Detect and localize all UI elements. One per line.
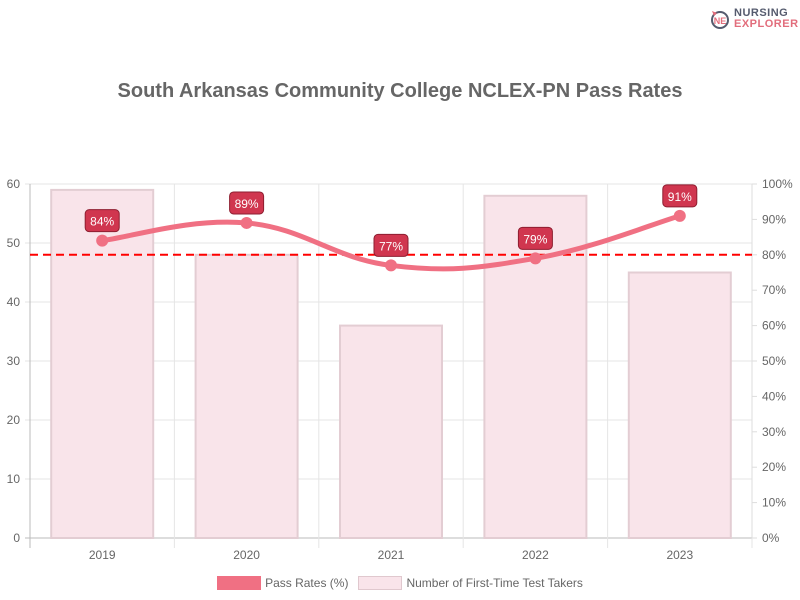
x-tick-label: 2022: [522, 548, 549, 562]
right-tick-label: 50%: [762, 354, 786, 368]
right-tick-label: 70%: [762, 283, 786, 297]
data-label: 89%: [235, 197, 259, 211]
right-tick-label: 100%: [762, 177, 793, 191]
left-tick-label: 50: [7, 236, 21, 250]
data-label: 77%: [379, 239, 403, 253]
bar: [50, 188, 155, 539]
logo-line2: EXPLORER: [734, 18, 799, 30]
nursing-explorer-logo: NE NURSING EXPLORER: [710, 8, 799, 30]
svg-text:NE: NE: [714, 16, 727, 26]
pass-rate-point: [673, 209, 686, 222]
data-label-box: [84, 209, 120, 233]
pass-rate-point: [385, 259, 397, 272]
right-tick-label: 30%: [762, 425, 786, 439]
right-tick-label: 10%: [762, 496, 786, 510]
logo-icon: NE: [711, 11, 729, 29]
data-label: 91%: [668, 190, 692, 204]
x-tick-label: 2019: [89, 548, 116, 562]
data-label-box: [373, 233, 409, 257]
right-tick-label: 40%: [762, 389, 786, 403]
legend-label: Number of First-Time Test Takers: [406, 576, 583, 590]
x-tick-label: 2021: [378, 548, 405, 562]
left-tick-label: 20: [7, 413, 21, 427]
data-label: 79%: [523, 232, 547, 246]
legend-swatch: [217, 576, 262, 590]
left-tick-label: 0: [13, 531, 20, 545]
left-tick-label: 30: [7, 354, 21, 368]
right-tick-label: 80%: [762, 248, 786, 262]
x-tick-label: 2020: [233, 548, 260, 562]
pass-rate-point: [529, 252, 542, 265]
right-tick-label: 20%: [762, 460, 786, 474]
right-tick-label: 0%: [762, 531, 780, 545]
legend-item-test-takers[interactable]: Number of First-Time Test Takers: [358, 576, 583, 590]
pass-rate-point: [96, 234, 109, 247]
chart-title: South Arkansas Community College NCLEX-P…: [117, 80, 683, 102]
right-tick-label: 90%: [762, 212, 786, 226]
legend-item-pass-rates[interactable]: Pass Rates (%): [217, 576, 348, 590]
x-tick-label: 2023: [666, 548, 693, 562]
legend: Pass Rates (%) Number of First-Time Test…: [0, 576, 800, 590]
legend-swatch: [358, 576, 403, 590]
data-label: 84%: [90, 215, 114, 229]
data-label-box: [662, 184, 698, 208]
bar: [194, 253, 299, 540]
left-tick-label: 40: [7, 295, 21, 309]
data-label-box: [229, 191, 265, 215]
left-tick-label: 60: [7, 177, 21, 191]
data-label-box: [517, 226, 553, 250]
left-tick-label: 10: [7, 472, 21, 486]
pass-rate-point: [240, 216, 253, 229]
bar: [627, 271, 732, 539]
logo-line1: NURSING: [734, 7, 789, 19]
legend-label: Pass Rates (%): [265, 576, 349, 590]
right-tick-label: 60%: [762, 319, 786, 333]
bar: [339, 324, 443, 539]
